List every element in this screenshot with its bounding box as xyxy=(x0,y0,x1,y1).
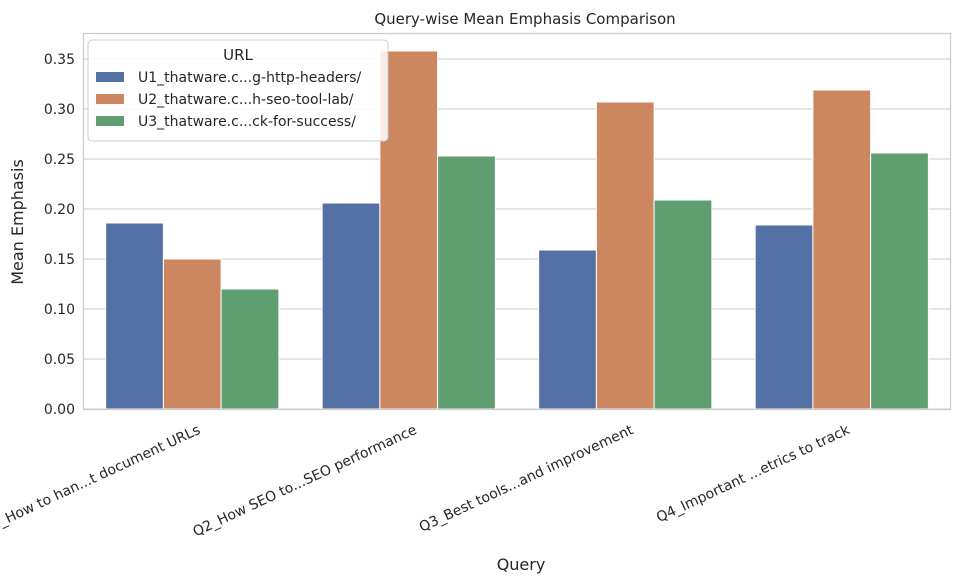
x-tick-label: Q2_How SEO to...SEO performance xyxy=(190,422,419,540)
bars xyxy=(105,50,929,410)
legend-title: URL xyxy=(223,46,253,64)
legend-swatch xyxy=(96,116,124,126)
legend-label: U2_thatware.c...h-seo-tool-lab/ xyxy=(138,92,354,108)
y-tick-label: 0.30 xyxy=(44,102,75,118)
bar-series-3-category-2 xyxy=(437,155,496,410)
y-tick-label: 0.35 xyxy=(44,52,75,68)
x-tick-label: Q3_Best tools...and improvement xyxy=(417,422,637,536)
bar-series-3-category-3 xyxy=(653,199,713,410)
chart-title: Query-wise Mean Emphasis Comparison xyxy=(374,10,675,28)
x-tick-label: Q1_How to han...t document URLs xyxy=(0,422,203,538)
x-tick-label: Q4_Important ...etrics to track xyxy=(654,422,853,526)
legend-label: U3_thatware.c...ck-for-success/ xyxy=(138,114,356,130)
y-tick-label: 0.10 xyxy=(44,302,75,318)
y-tick-label: 0.05 xyxy=(44,352,75,368)
y-tick-label: 0.00 xyxy=(44,402,75,418)
y-tick-label: 0.25 xyxy=(44,152,75,168)
bar-series-1-category-2 xyxy=(321,202,381,410)
y-tick-labels: 0.00 0.05 0.10 0.15 0.20 0.25 0.30 0.35 xyxy=(44,52,75,418)
bar-series-1-category-1 xyxy=(105,222,164,410)
bar-series-2-category-2 xyxy=(379,50,439,410)
legend-swatch xyxy=(96,72,124,82)
legend-items: U1_thatware.c...g-http-headers/U2_thatwa… xyxy=(96,70,362,130)
bar-series-2-category-3 xyxy=(595,101,655,410)
bar-series-2-category-4 xyxy=(812,89,872,410)
legend-label: U1_thatware.c...g-http-headers/ xyxy=(138,70,362,86)
legend: URL U1_thatware.c...g-http-headers/U2_th… xyxy=(87,39,389,142)
bar-series-1-category-3 xyxy=(538,249,597,410)
y-tick-label: 0.15 xyxy=(44,252,75,268)
y-tick-label: 0.20 xyxy=(44,202,75,218)
x-axis-label: Query xyxy=(497,555,546,574)
legend-box xyxy=(87,39,389,142)
bar-series-2-category-1 xyxy=(162,258,222,410)
plot-frame xyxy=(82,32,952,411)
legend-swatch xyxy=(96,94,124,104)
bar-series-1-category-4 xyxy=(754,224,814,410)
bar-series-3-category-1 xyxy=(220,288,280,410)
bar-series-3-category-4 xyxy=(870,152,929,410)
y-axis-label: Mean Emphasis xyxy=(8,159,27,285)
